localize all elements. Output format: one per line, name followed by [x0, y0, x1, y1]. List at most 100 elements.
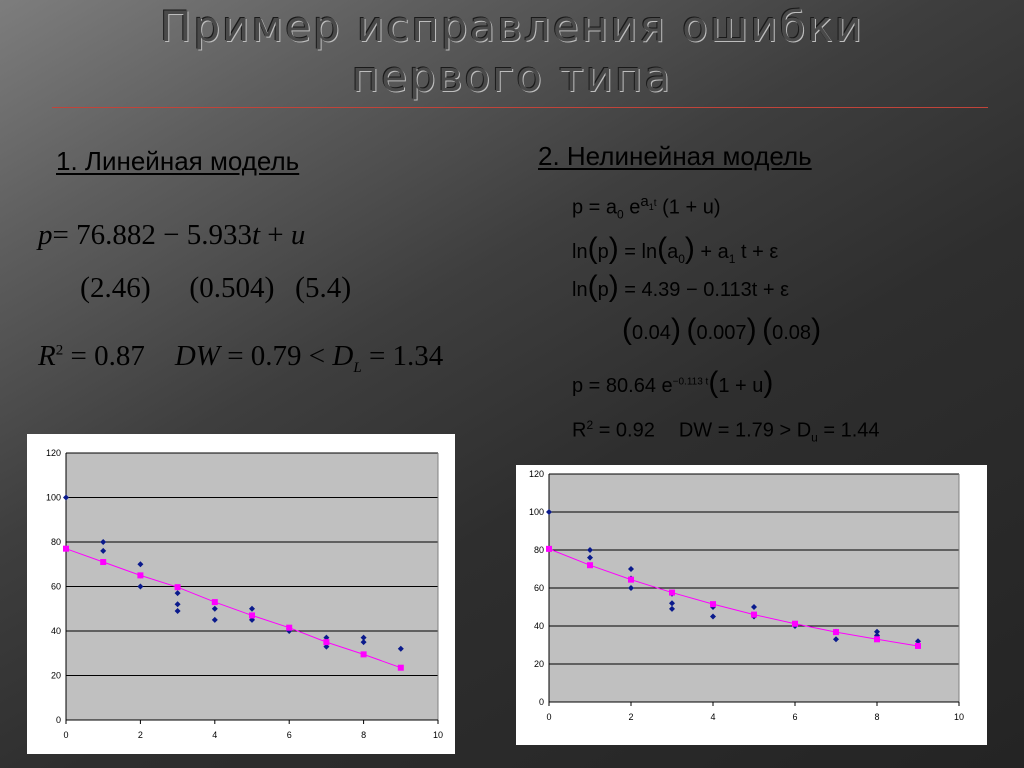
fitted-point — [100, 559, 107, 566]
nl1-e: 1 — [648, 202, 654, 212]
nonlinear-line-2: ln(p) = ln(a0) + a1 t + ε — [572, 232, 779, 266]
fitted-point — [137, 572, 144, 579]
data-point — [628, 585, 634, 591]
nl2-f: + a — [694, 241, 729, 263]
data-point — [669, 605, 675, 612]
nl-se-3: 0.08 — [772, 322, 812, 344]
linear-stats: R2 = 0.87 DW = 0.79 < DL = 1.34 — [38, 340, 443, 377]
data-point — [874, 628, 880, 635]
nl3-b: p — [597, 279, 609, 301]
nl4-a: p = 80.64 e — [572, 375, 673, 397]
y-tick-label: 0 — [539, 697, 544, 707]
data-point — [174, 601, 181, 608]
nl4-c: 1 + u — [718, 375, 764, 397]
nonlinear-std-errors: (0.04) (0.007) (0.08) — [622, 313, 822, 346]
x-tick-label: 8 — [874, 712, 879, 722]
nl2-g: 1 — [728, 252, 736, 266]
linear-plus: + — [260, 219, 291, 251]
fitted-point — [286, 624, 293, 631]
linear-d-sub: L — [353, 359, 362, 376]
title-line-1: Пример исправления ошибки — [159, 2, 865, 51]
x-tick-label: 8 — [361, 730, 366, 740]
x-tick-label: 2 — [138, 730, 143, 740]
nl-r: R — [572, 419, 587, 442]
slide-title: Пример исправления ошибки первого типа — [0, 2, 1024, 102]
linear-equation: p= 76.882 − 5.933t + u — [38, 219, 305, 252]
data-point — [360, 639, 367, 646]
nl1-d: a — [640, 193, 649, 210]
y-tick-label: 40 — [534, 621, 544, 631]
y-tick-label: 0 — [56, 715, 61, 725]
fitted-point — [360, 651, 367, 658]
nl2-c: = ln — [618, 241, 658, 263]
nl-se-1: 0.04 — [632, 322, 671, 344]
nl4-b: −0.113 t — [672, 376, 709, 388]
nonlinear-stats: R2 = 0.92 DW = 1.79 > Du = 1.44 — [572, 418, 880, 445]
fitted-point — [249, 612, 255, 619]
data-point — [63, 494, 69, 501]
data-point — [710, 613, 716, 620]
x-tick-label: 6 — [792, 712, 797, 722]
nl-r-exp: 2 — [586, 418, 594, 432]
linear-chart-frame: 0 20 40 60 80 100 120 0 2 4 6 8 10 — [27, 434, 455, 754]
nonlinear-chart-frame: 0 20 40 60 80 100 120 0 2 4 6 8 10 — [516, 465, 987, 745]
nl2-a: ln — [572, 241, 588, 263]
x-tick-label: 0 — [63, 730, 68, 740]
fitted-point — [669, 589, 675, 596]
nonlinear-model-chart: 0 20 40 60 80 100 120 0 2 4 6 8 10 — [529, 469, 964, 722]
left-heading: 1. Линейная модель — [56, 146, 300, 176]
linear-t: t — [251, 219, 261, 251]
nonlinear-line-1: p = a0 ea1t (1 + u) — [572, 193, 720, 222]
fitted-point — [397, 664, 404, 671]
linear-dw-value: = 0.79 < — [219, 340, 333, 372]
nl2-h: t + ε — [735, 241, 779, 263]
data-point — [100, 547, 107, 554]
linear-std-errors: (2.46) (0.504) (5.4) — [80, 271, 352, 304]
x-tick-label: 6 — [287, 730, 292, 740]
linear-u: u — [290, 219, 306, 251]
x-tick-label: 4 — [212, 730, 217, 740]
nl1-f: t — [653, 198, 657, 209]
nl-dw-value: = 1.44 — [817, 419, 880, 442]
nl1-g: (1 + u) — [656, 196, 721, 219]
data-point — [915, 638, 921, 645]
nl-dw-sub: u — [811, 430, 818, 445]
title-line-2: первого типа — [351, 52, 673, 101]
data-point — [546, 509, 552, 515]
x-tick-label: 10 — [433, 730, 443, 740]
y-tick-label: 80 — [534, 545, 544, 555]
linear-se-2: 0.504 — [199, 272, 265, 304]
nl1-a: p = a — [572, 196, 618, 219]
linear-d: D — [332, 340, 354, 372]
nl3-c: = 4.39 − 0.113t + ε — [618, 279, 790, 301]
data-point — [397, 645, 404, 652]
nl-r-value: = 0.92 — [593, 419, 655, 442]
nl1-c: e — [623, 196, 641, 219]
linear-dw: DW — [174, 340, 220, 372]
linear-r-exp: 2 — [55, 342, 64, 359]
nl2-d: a — [667, 241, 679, 263]
linear-r: R — [38, 340, 56, 372]
right-heading: 2. Нелинейная модель — [538, 141, 812, 171]
nl1-b: 0 — [617, 207, 624, 222]
y-tick-label: 80 — [51, 537, 61, 547]
nonlinear-solution: p = 80.64 e−0.113 t(1 + u) — [572, 366, 774, 399]
y-tick-label: 120 — [46, 448, 61, 458]
fitted-point — [546, 545, 552, 552]
y-tick-label: 120 — [529, 469, 544, 479]
fitted-point — [751, 611, 757, 618]
nl2-b: p — [597, 241, 609, 263]
fitted-point — [710, 601, 716, 608]
fitted-point — [63, 545, 69, 552]
nl3-a: ln — [572, 279, 588, 301]
nl-dw: DW = 1.79 > D — [678, 419, 812, 442]
linear-eq-rhs: = 76.882 − 5.933 — [52, 219, 252, 251]
y-tick-label: 60 — [51, 582, 61, 592]
y-tick-label: 40 — [51, 626, 61, 636]
data-point — [211, 616, 218, 623]
y-tick-label: 100 — [46, 493, 61, 503]
fitted-point — [587, 562, 593, 569]
data-point — [174, 607, 181, 614]
fitted-point — [628, 576, 634, 583]
fitted-line — [65, 548, 401, 669]
